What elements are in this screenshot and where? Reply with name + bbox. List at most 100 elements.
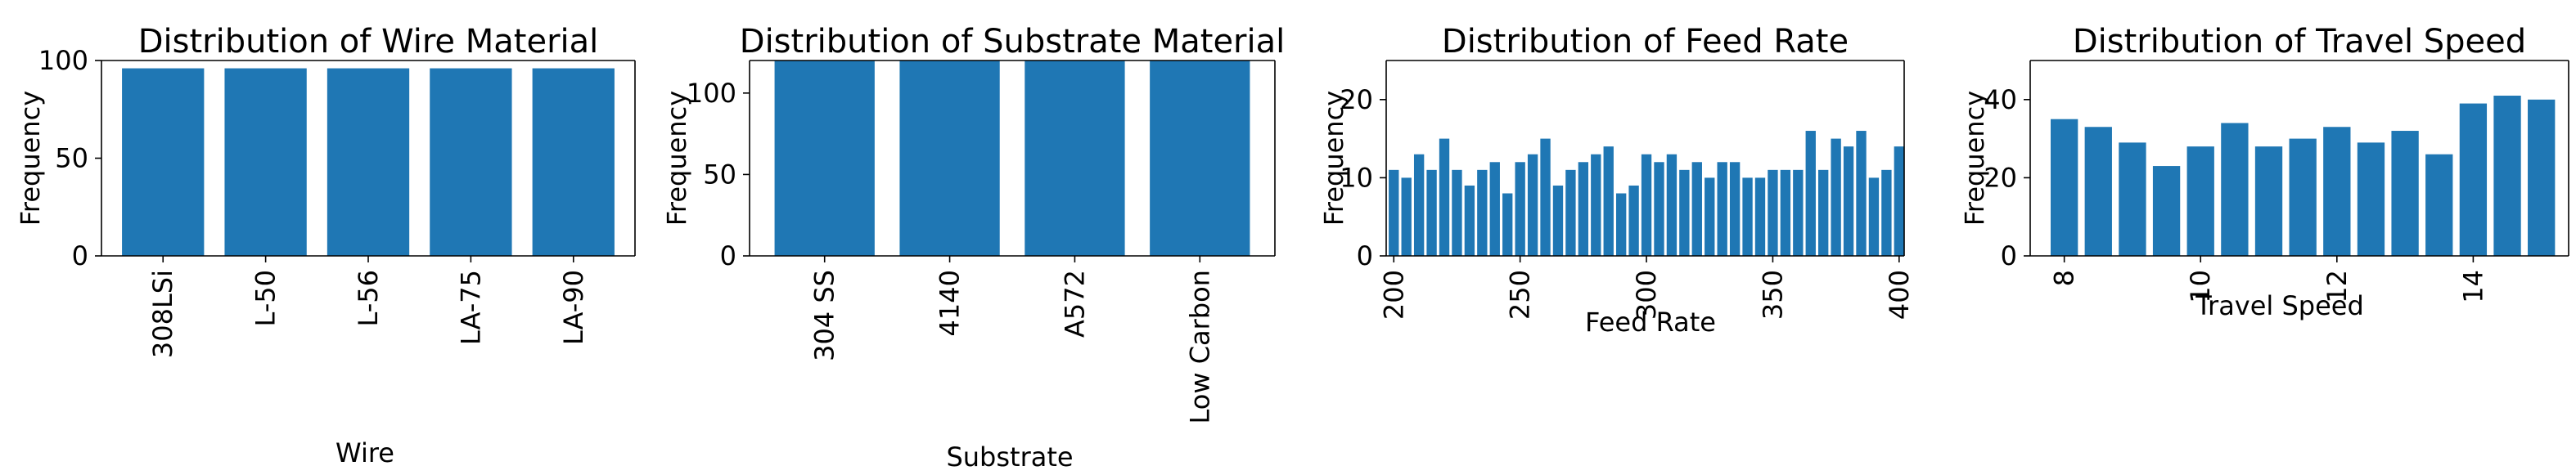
x-tick-label: 14: [2457, 270, 2488, 303]
x-tick-label: 10: [2185, 270, 2216, 303]
bar: [327, 68, 410, 256]
bar: [1389, 169, 1399, 256]
bar: [1025, 60, 1125, 256]
bar: [1515, 162, 1525, 256]
bar: [1401, 177, 1412, 256]
y-tick-label: 20: [1340, 84, 1373, 115]
bar: [1717, 162, 1727, 256]
bar: [2357, 142, 2385, 256]
bar: [1705, 177, 1715, 256]
bar: [1691, 162, 1702, 256]
chart-3: 0 10 20 200 250 300 350 400 Distribution of Feed…: [1318, 23, 1915, 338]
y-tick-label: 40: [1984, 84, 2017, 115]
bar: [1868, 177, 1880, 256]
bar: [1843, 146, 1854, 256]
bar: [122, 68, 205, 256]
x-axis-label: Travel Speed: [2195, 290, 2364, 321]
bar: [1464, 185, 1475, 256]
bar: [532, 68, 615, 256]
x-tick-label: L-56: [353, 270, 384, 327]
bar: [1603, 146, 1614, 256]
chart-1: 0 50 100 308LSi L-50 L-56 LA-75 LA-90 Distributi…: [15, 23, 636, 468]
bar: [1565, 169, 1576, 256]
bar: [2323, 127, 2351, 256]
y-tick-label: 0: [72, 240, 88, 271]
bar: [1641, 154, 1652, 256]
chart-title: Distribution of Feed Rate: [1442, 23, 1849, 60]
chart-title: Distribution of Substrate Material: [740, 23, 1285, 60]
x-tick-label: 400: [1884, 270, 1915, 320]
x-tick-label: 200: [1378, 270, 1409, 320]
y-tick-label: 20: [1984, 162, 2017, 193]
bar: [2493, 96, 2521, 257]
x-tick-label: L-50: [250, 270, 281, 327]
bar: [1540, 138, 1551, 256]
bar: [2119, 142, 2146, 256]
bar: [2152, 166, 2181, 256]
bar: [774, 60, 875, 256]
bar: [2221, 123, 2249, 256]
bar: [1666, 154, 1678, 256]
x-tick-label: 4140: [934, 270, 966, 336]
x-tick-label: LA-75: [455, 270, 486, 345]
y-axis-label: Frequency: [661, 91, 692, 226]
bar: [1780, 169, 1791, 256]
bar: [1831, 138, 1841, 256]
x-tick-label: 350: [1757, 270, 1788, 320]
bar: [1754, 177, 1766, 256]
bar: [1502, 193, 1513, 256]
bar: [1578, 162, 1589, 256]
y-tick-label: 0: [720, 240, 736, 271]
bar: [1413, 154, 1425, 256]
chart-4: 0 20 40 8 10 12 14 Distribution of Travel Speed…: [1959, 23, 2569, 321]
y-axis-label: Frequency: [1959, 91, 1990, 226]
y-tick-label: 50: [55, 143, 88, 174]
y-tick-label: 0: [2001, 240, 2017, 271]
bar: [1805, 131, 1816, 256]
bar: [1591, 154, 1601, 256]
bar: [2425, 154, 2453, 256]
x-axis-label: Feed Rate: [1585, 307, 1716, 338]
bar: [2528, 99, 2556, 256]
x-tick-label: 250: [1505, 270, 1536, 320]
bar: [1768, 169, 1778, 256]
bar: [2050, 119, 2078, 256]
bar: [899, 60, 1000, 256]
x-tick-label: LA-90: [558, 270, 589, 345]
bar: [2254, 146, 2283, 256]
x-tick-label: A572: [1059, 270, 1090, 338]
bar: [1439, 138, 1450, 256]
x-tick-label: Low Carbon: [1184, 270, 1215, 423]
y-tick-label: 100: [38, 45, 88, 76]
bar: [1552, 185, 1564, 256]
bar: [1150, 60, 1250, 256]
bar: [1628, 185, 1639, 256]
bar: [2186, 146, 2214, 256]
bar: [1894, 146, 1904, 256]
bar: [1729, 162, 1741, 256]
y-axis-label: Frequency: [15, 91, 46, 226]
chart-2: 0 50 100 304 SS 4140 A572 Low Carbon Distributi…: [661, 23, 1285, 473]
bar: [1881, 169, 1892, 256]
bar: [2289, 138, 2317, 256]
bar: [1856, 131, 1867, 256]
bar: [2459, 103, 2488, 256]
bar: [2391, 131, 2419, 256]
y-axis-label: Frequency: [1318, 91, 1349, 226]
bar: [1527, 154, 1538, 256]
x-axis-label: Substrate: [946, 441, 1073, 473]
x-tick-label: 12: [2322, 270, 2353, 303]
bar: [1793, 169, 1804, 256]
y-tick-label: 0: [1357, 240, 1373, 271]
bar: [1489, 162, 1500, 256]
x-axis-label: Wire: [336, 437, 394, 468]
y-tick-label: 10: [1340, 162, 1373, 193]
bar: [430, 68, 512, 256]
bar: [224, 68, 307, 256]
chart-title: Distribution of Wire Material: [138, 23, 599, 60]
x-tick-label: 300: [1631, 270, 1662, 320]
bar: [1679, 169, 1690, 256]
bar: [1742, 177, 1753, 256]
bar: [1615, 193, 1627, 256]
